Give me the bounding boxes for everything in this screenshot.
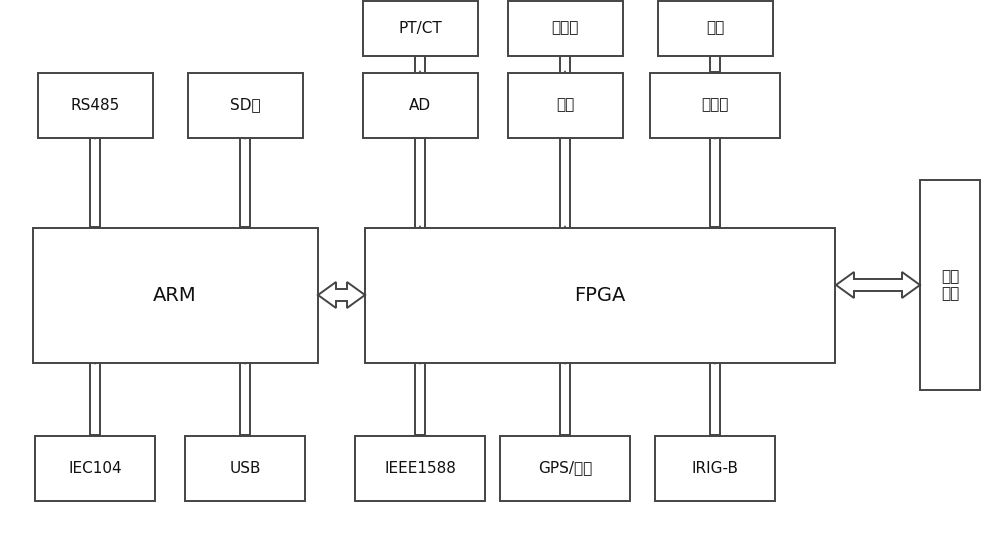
Text: 模拟量: 模拟量 <box>551 21 579 35</box>
Bar <box>920 180 980 390</box>
Text: FPGA: FPGA <box>574 286 626 305</box>
Polygon shape <box>318 282 365 308</box>
Polygon shape <box>553 343 577 435</box>
Bar <box>500 435 630 500</box>
Text: PT/CT: PT/CT <box>398 21 442 35</box>
Text: GPS/北斗: GPS/北斗 <box>538 461 592 475</box>
Polygon shape <box>408 343 432 435</box>
Polygon shape <box>553 138 577 247</box>
Bar <box>355 435 485 500</box>
Text: 扩展
接口: 扩展 接口 <box>941 269 959 301</box>
Text: SD卡: SD卡 <box>230 98 260 112</box>
Polygon shape <box>83 118 107 227</box>
Text: IEC104: IEC104 <box>68 461 122 475</box>
Bar <box>35 435 155 500</box>
Polygon shape <box>408 55 432 92</box>
Bar <box>655 435 775 500</box>
Polygon shape <box>83 343 107 435</box>
Bar <box>185 435 305 500</box>
Polygon shape <box>703 343 727 435</box>
Polygon shape <box>233 118 257 227</box>
Polygon shape <box>233 343 257 435</box>
Polygon shape <box>553 55 577 92</box>
Bar <box>188 72 302 137</box>
Bar <box>362 1 478 56</box>
Text: IEEE1588: IEEE1588 <box>384 461 456 475</box>
Polygon shape <box>703 35 727 72</box>
Text: RS485: RS485 <box>70 98 120 112</box>
Polygon shape <box>408 138 432 247</box>
Bar <box>508 72 622 137</box>
Bar <box>365 227 835 362</box>
Text: USB: USB <box>229 461 261 475</box>
Bar <box>362 72 478 137</box>
Polygon shape <box>836 272 920 298</box>
Text: 继电器: 继电器 <box>701 98 729 112</box>
Bar <box>38 72 152 137</box>
Bar <box>508 1 622 56</box>
Text: 远控: 远控 <box>706 21 724 35</box>
Text: IRIG-B: IRIG-B <box>692 461 738 475</box>
Bar <box>32 227 318 362</box>
Text: AD: AD <box>409 98 431 112</box>
Polygon shape <box>703 118 727 227</box>
Bar <box>658 1 772 56</box>
Text: ARM: ARM <box>153 286 197 305</box>
Text: 光耦: 光耦 <box>556 98 574 112</box>
Bar <box>650 72 780 137</box>
